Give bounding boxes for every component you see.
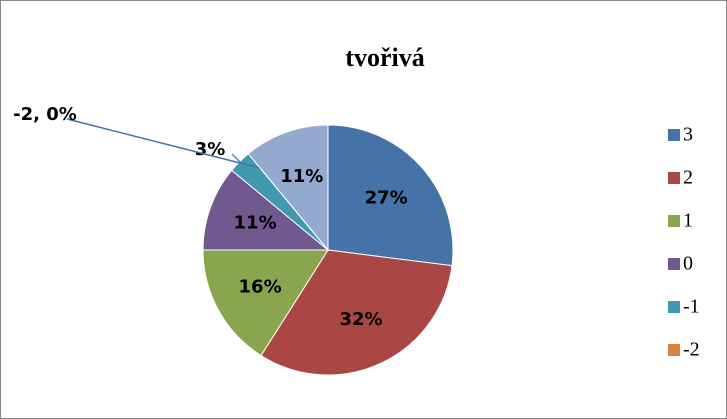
data-label: -2, 0% <box>13 104 77 125</box>
legend-label: 3 <box>683 124 693 146</box>
leader-line <box>66 118 261 169</box>
legend-swatch <box>668 301 680 313</box>
pie-slice <box>260 249 453 376</box>
pie-slice <box>202 169 330 251</box>
legend-swatch <box>668 344 680 356</box>
legend-swatch <box>668 129 680 141</box>
legend-swatch <box>668 215 680 227</box>
legend-label: 1 <box>683 210 693 232</box>
pie-slice <box>327 124 454 267</box>
legend-swatch <box>668 172 680 184</box>
data-label: 11% <box>234 213 277 234</box>
chart-title: tvořivá <box>345 43 424 72</box>
pie-slice <box>202 249 329 357</box>
data-label: 3% <box>195 139 226 160</box>
data-label: 32% <box>339 309 382 330</box>
data-label: 11% <box>280 166 323 187</box>
legend-swatch <box>668 258 680 270</box>
legend-label: -2 <box>683 339 700 361</box>
data-label: 16% <box>239 276 282 297</box>
data-label: 27% <box>365 188 408 209</box>
legend-label: 0 <box>683 253 693 275</box>
legend-label: -1 <box>683 296 700 318</box>
pie-slice <box>247 124 329 252</box>
legend-label: 2 <box>683 167 693 189</box>
leader-line <box>231 153 254 176</box>
